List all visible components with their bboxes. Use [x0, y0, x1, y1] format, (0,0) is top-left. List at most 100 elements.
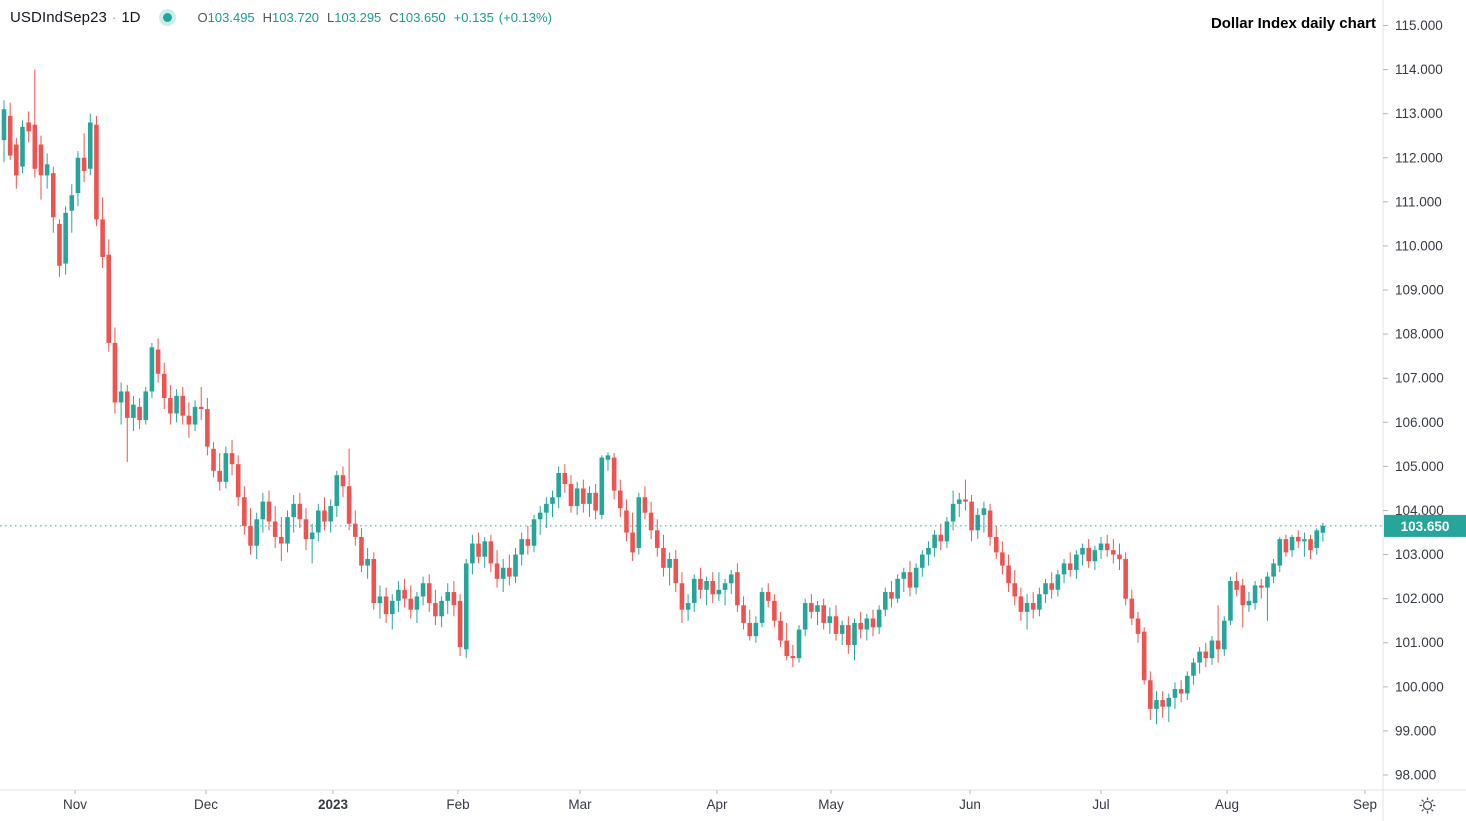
candle-body [161, 373, 167, 399]
candle-body [20, 126, 25, 167]
candle-body [858, 622, 863, 630]
settings-gear-icon [1419, 797, 1435, 813]
candle-body [661, 547, 666, 568]
candle-body [334, 475, 340, 507]
candle-body [494, 563, 500, 579]
candle-body [7, 115, 13, 156]
candle-body [950, 503, 956, 522]
candle-body [574, 488, 580, 507]
candle-body [180, 395, 186, 416]
high-value: 103.720 [272, 10, 320, 25]
candle-body [38, 144, 44, 176]
price-axis[interactable]: 115.000 114.000 113.000 112.000 111.000 110.0… [1383, 18, 1444, 783]
candle-body [654, 530, 660, 548]
candle-body [1314, 530, 1320, 548]
candle-body [1258, 585, 1264, 588]
candle-body [445, 592, 451, 601]
axis-settings-button[interactable] [1414, 793, 1440, 817]
candle-body [679, 583, 685, 610]
candle-body [1246, 600, 1252, 606]
candle-body [1271, 563, 1276, 577]
candle-body [1098, 543, 1104, 551]
candle-body [969, 501, 974, 531]
candle-body [907, 572, 913, 588]
price-tick-label: 102.000 [1395, 591, 1444, 606]
time-tick-label: Aug [1215, 797, 1239, 812]
price-tick-label: 110.000 [1395, 238, 1443, 253]
candle-body [1049, 583, 1055, 590]
candle-body [217, 470, 223, 482]
symbol-title[interactable]: USDIndSep23 · 1D [10, 9, 141, 26]
price-tick-label: 108.000 [1395, 327, 1444, 342]
candle-body [389, 600, 395, 615]
price-tick-label: 111.000 [1395, 194, 1442, 209]
candle-body [698, 578, 703, 590]
time-axis[interactable]: Nov Dec 2023 Feb Mar Apr May Jun Jul Aug Sep [63, 790, 1377, 812]
candle-body [710, 581, 716, 595]
candle-body [322, 510, 327, 522]
candle-body [562, 472, 568, 485]
candle-body [735, 572, 740, 606]
candle-body [118, 391, 124, 403]
close-value: 103.650 [398, 10, 446, 25]
candle-body [488, 541, 494, 564]
chart-annotation-title: Dollar Index daily chart [1210, 15, 1376, 32]
candle-body [1135, 618, 1141, 634]
last-price-badge [1384, 514, 1466, 537]
candle-body [254, 519, 259, 546]
candle-body [1228, 581, 1233, 621]
candle-body [901, 572, 907, 579]
candle-body [1074, 554, 1079, 570]
close-label: C [389, 10, 399, 25]
candle-body [1154, 700, 1159, 709]
candle-body [827, 616, 833, 623]
candle-body [1197, 651, 1202, 663]
candle-body [747, 622, 753, 637]
candle-body [266, 501, 272, 522]
price-tick-label: 101.000 [1395, 635, 1444, 650]
candle-body [1123, 558, 1128, 599]
candle-body [1320, 525, 1326, 533]
candle-body [309, 532, 315, 540]
candle-body [1184, 675, 1190, 694]
candle-body [642, 497, 648, 513]
candle-body [1148, 680, 1153, 709]
candle-body [772, 600, 777, 621]
candle-body [1209, 640, 1215, 659]
candle-body [371, 558, 377, 604]
candle-body [470, 543, 475, 564]
candle-body [69, 195, 75, 211]
price-tick-label: 106.000 [1395, 415, 1444, 430]
low-value: 103.295 [334, 10, 382, 25]
candle-body [155, 349, 161, 374]
candle-body [272, 521, 278, 537]
candle-body [1283, 539, 1289, 553]
price-tick-label: 105.000 [1395, 459, 1444, 474]
candle-body [316, 510, 321, 533]
price-tick-label: 100.000 [1395, 679, 1444, 694]
candle-body [168, 398, 173, 414]
candle-body [1295, 536, 1301, 542]
candle-body [1, 109, 7, 141]
candle-body [1277, 539, 1283, 566]
candle-body [1080, 547, 1085, 555]
candle-body [1172, 689, 1178, 698]
candle-body [993, 536, 999, 553]
candle-body [235, 464, 241, 498]
candle-body [846, 625, 851, 645]
candle-body [550, 497, 555, 504]
candle-body [667, 558, 672, 568]
candle-body [765, 592, 771, 601]
candle-body [870, 618, 876, 628]
candle-body [433, 603, 438, 617]
candle-body [981, 508, 987, 515]
candle-body [1117, 554, 1122, 559]
candle-body [303, 519, 309, 540]
candle-body [1160, 700, 1165, 707]
time-tick-label: Apr [706, 797, 728, 812]
candle-body [716, 589, 722, 595]
price-tick-label: 107.000 [1395, 371, 1444, 386]
market-status-dot-icon[interactable] [162, 13, 172, 22]
